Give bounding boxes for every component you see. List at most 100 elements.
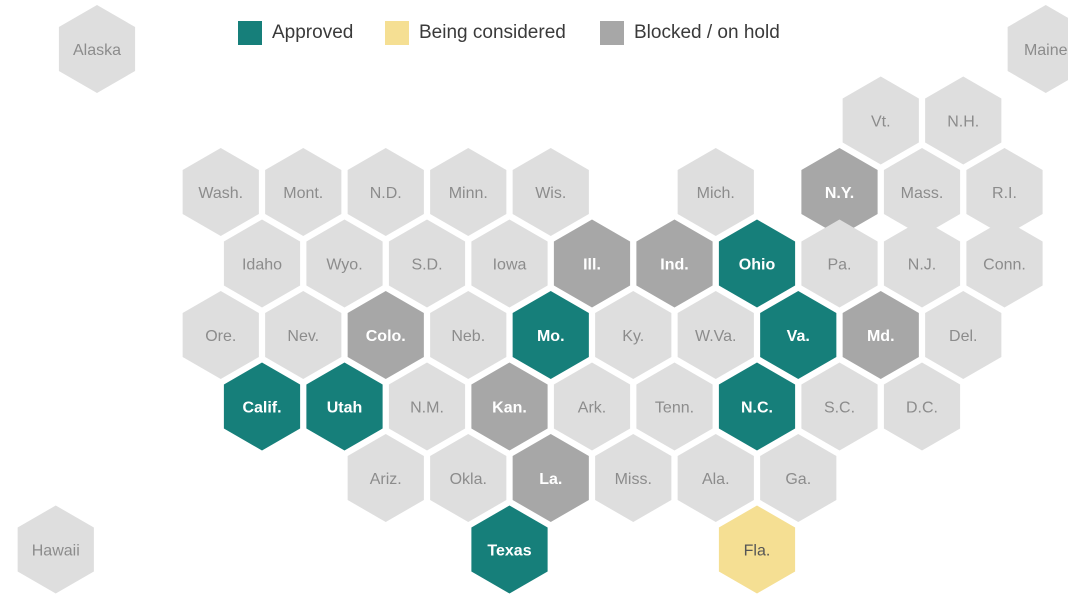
state-hex-mass <box>883 148 961 236</box>
legend-item-blocked: Blocked / on hold <box>600 20 780 46</box>
state-hex-tenn <box>636 362 713 451</box>
state-tile-ala: Ala. <box>677 434 754 522</box>
state-tile-ore: Ore. <box>182 291 259 379</box>
state-hex-pa <box>801 219 878 308</box>
state-tile-vt: Vt. <box>842 76 919 165</box>
state-hex-ohio <box>718 219 796 308</box>
state-hex-n-y <box>801 148 878 236</box>
state-tile-mont: Mont. <box>265 148 342 236</box>
legend-swatch-approved <box>238 21 262 45</box>
state-tile-ark: Ark. <box>553 362 631 451</box>
state-tile-wis: Wis. <box>512 148 589 236</box>
state-tile-md: Md. <box>842 291 919 379</box>
state-tile-n-h: N.H. <box>925 76 1002 165</box>
legend-swatch-being-considered <box>385 21 409 45</box>
state-hex-colo <box>347 291 424 379</box>
state-tile-n-m: N.M. <box>388 362 466 451</box>
state-hex-va <box>760 291 837 379</box>
state-hex-mont <box>265 148 342 236</box>
legend-label-blocked: Blocked / on hold <box>634 22 780 43</box>
state-tile-fla: Fla. <box>718 505 796 594</box>
state-tile-wash: Wash. <box>182 148 259 236</box>
state-tile-nev: Nev. <box>265 291 342 379</box>
state-tile-la: La. <box>512 434 589 522</box>
state-tile-ill: Ill. <box>553 219 631 308</box>
state-hex-nev <box>265 291 342 379</box>
state-hex-ark <box>553 362 631 451</box>
state-hex-wash <box>182 148 259 236</box>
state-hex-conn <box>966 219 1043 308</box>
state-tile-mich: Mich. <box>677 148 754 236</box>
state-hex-texas <box>471 505 548 594</box>
state-hex-vt <box>842 76 919 165</box>
state-hex-alaska <box>58 5 136 93</box>
state-tile-ga: Ga. <box>760 434 837 522</box>
state-hex-md <box>842 291 919 379</box>
state-hex-idaho <box>223 219 301 308</box>
state-tile-hawaii: Hawaii <box>17 505 94 594</box>
state-hex-maine <box>1007 5 1068 93</box>
state-hex-ore <box>182 291 259 379</box>
state-hex-wyo <box>306 219 383 308</box>
state-hex-minn <box>430 148 507 236</box>
state-hex-iowa <box>471 219 548 308</box>
state-tile-pa: Pa. <box>801 219 878 308</box>
state-hex-n-c <box>718 362 796 451</box>
state-tile-n-j: N.J. <box>883 219 961 308</box>
state-hex-s-d <box>388 219 466 308</box>
state-tile-maine: Maine <box>1007 5 1068 93</box>
state-hex-n-j <box>883 219 961 308</box>
legend-label-being-considered: Being considered <box>419 22 566 43</box>
state-hex-ala <box>677 434 754 522</box>
state-tile-texas: Texas <box>471 505 548 594</box>
state-hex-ariz <box>347 434 424 522</box>
state-tile-s-c: S.C. <box>801 362 878 451</box>
state-hex-neb <box>430 291 507 379</box>
state-tile-ky: Ky. <box>595 291 672 379</box>
state-tile-calif: Calif. <box>223 362 301 451</box>
state-tile-minn: Minn. <box>430 148 507 236</box>
state-tile-miss: Miss. <box>595 434 672 522</box>
state-hex-w-va <box>677 291 754 379</box>
legend-item-being-considered: Being considered <box>385 20 566 46</box>
state-tile-s-d: S.D. <box>388 219 466 308</box>
state-tile-va: Va. <box>760 291 837 379</box>
state-tile-tenn: Tenn. <box>636 362 713 451</box>
state-tile-ind: Ind. <box>636 219 713 308</box>
state-hex-s-c <box>801 362 878 451</box>
state-hex-d-c <box>883 362 961 451</box>
state-tile-kan: Kan. <box>471 362 548 451</box>
state-hex-n-h <box>925 76 1002 165</box>
state-tile-w-va: W.Va. <box>677 291 754 379</box>
state-hex-kan <box>471 362 548 451</box>
state-tile-iowa: Iowa <box>471 219 548 308</box>
state-hex-mich <box>677 148 754 236</box>
state-tile-wyo: Wyo. <box>306 219 383 308</box>
state-tile-conn: Conn. <box>966 219 1043 308</box>
state-tile-colo: Colo. <box>347 291 424 379</box>
state-hex-n-d <box>347 148 424 236</box>
legend: Approved Being considered Blocked / on h… <box>0 20 1068 46</box>
state-hex-wis <box>512 148 589 236</box>
state-tile-d-c: D.C. <box>883 362 961 451</box>
state-hex-la <box>512 434 589 522</box>
state-hex-utah <box>306 362 383 451</box>
state-tile-ohio: Ohio <box>718 219 796 308</box>
legend-swatch-blocked <box>600 21 624 45</box>
state-tile-del: Del. <box>925 291 1002 379</box>
state-hex-fla <box>718 505 796 594</box>
state-hex-ind <box>636 219 713 308</box>
legend-label-approved: Approved <box>272 22 354 43</box>
state-hex-ill <box>553 219 631 308</box>
state-tile-utah: Utah <box>306 362 383 451</box>
state-hex-r-i <box>966 148 1043 236</box>
state-hex-ga <box>760 434 837 522</box>
state-hex-mo <box>512 291 589 379</box>
state-hex-miss <box>595 434 672 522</box>
state-tile-n-c: N.C. <box>718 362 796 451</box>
state-tile-alaska: Alaska <box>58 5 136 93</box>
state-hex-del <box>925 291 1002 379</box>
legend-item-approved: Approved <box>238 20 353 46</box>
state-tile-idaho: Idaho <box>223 219 301 308</box>
